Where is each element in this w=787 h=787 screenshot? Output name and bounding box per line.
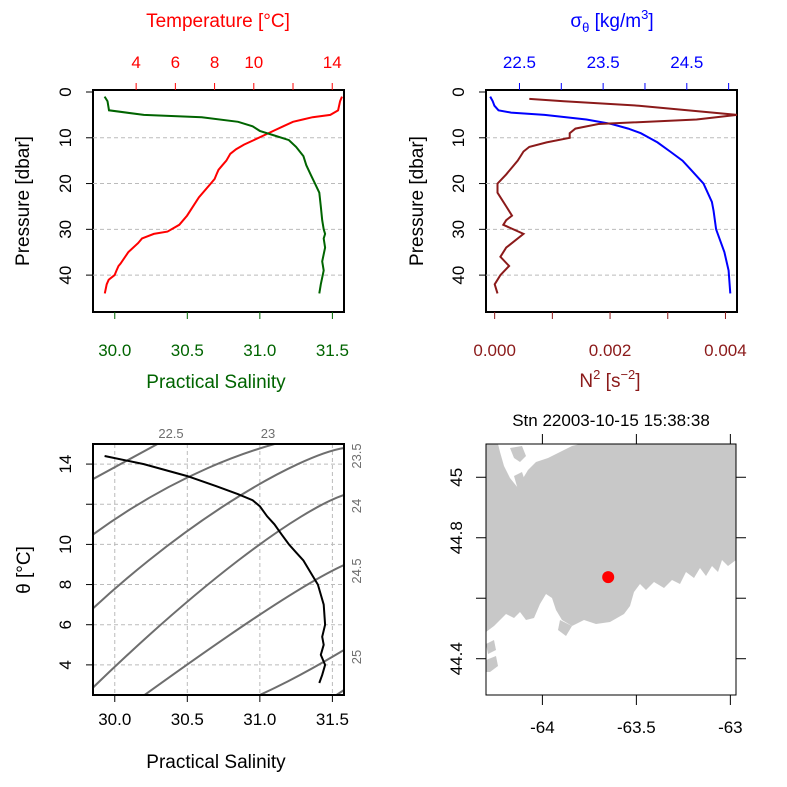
ts-salinity-axis-label: Practical Salinity (146, 752, 286, 773)
theta-tick-label: 4 (56, 660, 75, 669)
theta-tick-label: 8 (56, 580, 75, 589)
isopycnal-curve (93, 444, 160, 481)
pressure-tick-label: 0 (56, 87, 75, 96)
panel2-frame (485, 89, 738, 313)
panel3-frame (92, 443, 345, 696)
panel4-frame (485, 443, 737, 696)
panel3-ticks: 30.0 30.5 31.0 31.5 4 6 8 10 14 (56, 455, 349, 729)
n2-tick-label: 0.004 (704, 341, 747, 360)
temperature-tick-label: 6 (171, 53, 180, 72)
temperature-line (103, 96, 343, 294)
land-shape-small-1 (510, 446, 526, 462)
panel4-ticks: -64 -63.5 -63 44.4 44.8 45 (447, 434, 746, 737)
panel-density-n2-profile: 22.5 23.5 24.5 0.000 0.002 0.004 0 10 20 30 40 σθ … (407, 7, 747, 392)
isopycnal-label: 23.5 (349, 443, 364, 468)
latitude-tick-label: 44.8 (447, 521, 466, 554)
salinity-tick-label: 30.0 (98, 341, 131, 360)
pressure-tick-label: 40 (449, 266, 468, 285)
temperature-tick-label: 8 (210, 53, 219, 72)
salinity-line (103, 96, 327, 294)
isopycnal-curve (257, 649, 344, 695)
land-shape-small-5 (686, 540, 700, 556)
pressure-tick-label: 0 (449, 87, 468, 96)
temperature-axis-label: Temperature [°C] (146, 11, 290, 32)
panel1-frame (92, 89, 345, 313)
isopycnal-curve (93, 447, 344, 610)
salinity-tick-label: 31.0 (243, 341, 276, 360)
panel2-series (489, 96, 738, 294)
pressure-axis-label: Pressure [dbar] (13, 136, 34, 266)
pressure-tick-label: 10 (56, 128, 75, 147)
panel1-ticks: 4 6 8 10 14 30.0 30.5 31.0 31.5 0 10 20 30 40 (56, 53, 349, 360)
n2-tick-label: 0.000 (473, 341, 516, 360)
latitude-tick-label: 44.4 (447, 642, 466, 675)
station-title: Stn 22003-10-15 15:38:38 (512, 411, 710, 430)
pressure-axis-label-2: Pressure [dbar] (407, 136, 428, 266)
panel1-grid (93, 137, 344, 276)
longitude-tick-label: -64 (530, 718, 555, 737)
panel3-isopycnals (93, 444, 344, 695)
panel2-grid (486, 137, 737, 276)
salinity-tick-label: 31.5 (316, 341, 349, 360)
pressure-tick-label: 10 (449, 128, 468, 147)
n2-tick-label: 0.002 (589, 341, 632, 360)
panel-ts-diagram: 30.0 30.5 31.0 31.5 4 6 8 10 14 22.5 23 23.5 24 24.5… (14, 426, 364, 773)
sigma-theta-line (489, 96, 732, 294)
pressure-tick-label: 30 (449, 220, 468, 239)
panel-station-map: -64 -63.5 -63 44.4 44.8 45 Stn 22003-10-15 15… (447, 411, 746, 737)
salinity-tick-label: 30.5 (171, 341, 204, 360)
salinity-axis-label: Practical Salinity (146, 372, 286, 393)
theta-axis-label: θ [°C] (14, 546, 35, 594)
pressure-tick-label: 30 (56, 220, 75, 239)
longitude-tick-label: -63 (718, 718, 743, 737)
land-shape-small-7 (716, 540, 726, 554)
isopycnal-label: 24 (349, 499, 364, 513)
panel1-series (103, 96, 343, 294)
sigma-theta-tick-label: 22.5 (503, 53, 536, 72)
temperature-tick-label: 10 (244, 53, 263, 72)
n2-axis-label: N2 [s−2] (579, 367, 640, 392)
land-shape-small-2 (514, 472, 526, 490)
pressure-tick-label: 20 (56, 174, 75, 193)
temperature-tick-label: 14 (323, 53, 342, 72)
isopycnal-label: 22.5 (158, 426, 183, 441)
land-shape-small-6 (702, 544, 714, 560)
isopycnal-curve (93, 444, 279, 536)
panel2-ticks: 22.5 23.5 24.5 0.000 0.002 0.004 0 10 20 30 40 (449, 53, 747, 360)
ts-salinity-tick-label: 31.0 (243, 710, 276, 729)
isopycnal-curve (142, 564, 344, 695)
land-shape (486, 444, 736, 632)
theta-tick-label: 6 (56, 620, 75, 629)
land-shape-small-8 (558, 620, 572, 636)
ts-profile-line (104, 455, 327, 684)
pressure-tick-label: 20 (449, 174, 468, 193)
theta-tick-label: 14 (56, 455, 75, 474)
panel-temperature-salinity-profile: 4 6 8 10 14 30.0 30.5 31.0 31.5 0 10 20 30 40 Tempera… (13, 11, 349, 393)
ts-salinity-tick-label: 31.5 (316, 710, 349, 729)
land-mass (486, 444, 736, 672)
land-shape-small-4 (486, 656, 498, 672)
isopycnal-label: 25 (349, 650, 364, 664)
temperature-tick-label: 4 (131, 53, 140, 72)
theta-tick-label: 10 (56, 535, 75, 554)
sigma-theta-axis-label: σθ [kg/m3] (570, 7, 653, 35)
n2-line (493, 97, 738, 294)
panel3-isopycnal-labels: 22.5 23 23.5 24 24.5 25 (158, 426, 364, 664)
panel3-series (104, 455, 327, 684)
latitude-tick-label: 45 (447, 468, 466, 487)
isopycnal-curve (93, 494, 344, 690)
panel3-grid (93, 444, 344, 695)
isopycnal-label: 24.5 (349, 558, 364, 583)
sigma-theta-tick-label: 24.5 (670, 53, 703, 72)
sigma-theta-tick-label: 23.5 (587, 53, 620, 72)
pressure-tick-label: 40 (56, 266, 75, 285)
land-shape-small-3 (486, 640, 496, 654)
isopycnal-label: 23 (261, 426, 275, 441)
isopycnal-curve (334, 689, 344, 695)
ts-salinity-tick-label: 30.5 (171, 710, 204, 729)
station-marker (602, 571, 615, 584)
ts-salinity-tick-label: 30.0 (98, 710, 131, 729)
longitude-tick-label: -63.5 (617, 718, 656, 737)
